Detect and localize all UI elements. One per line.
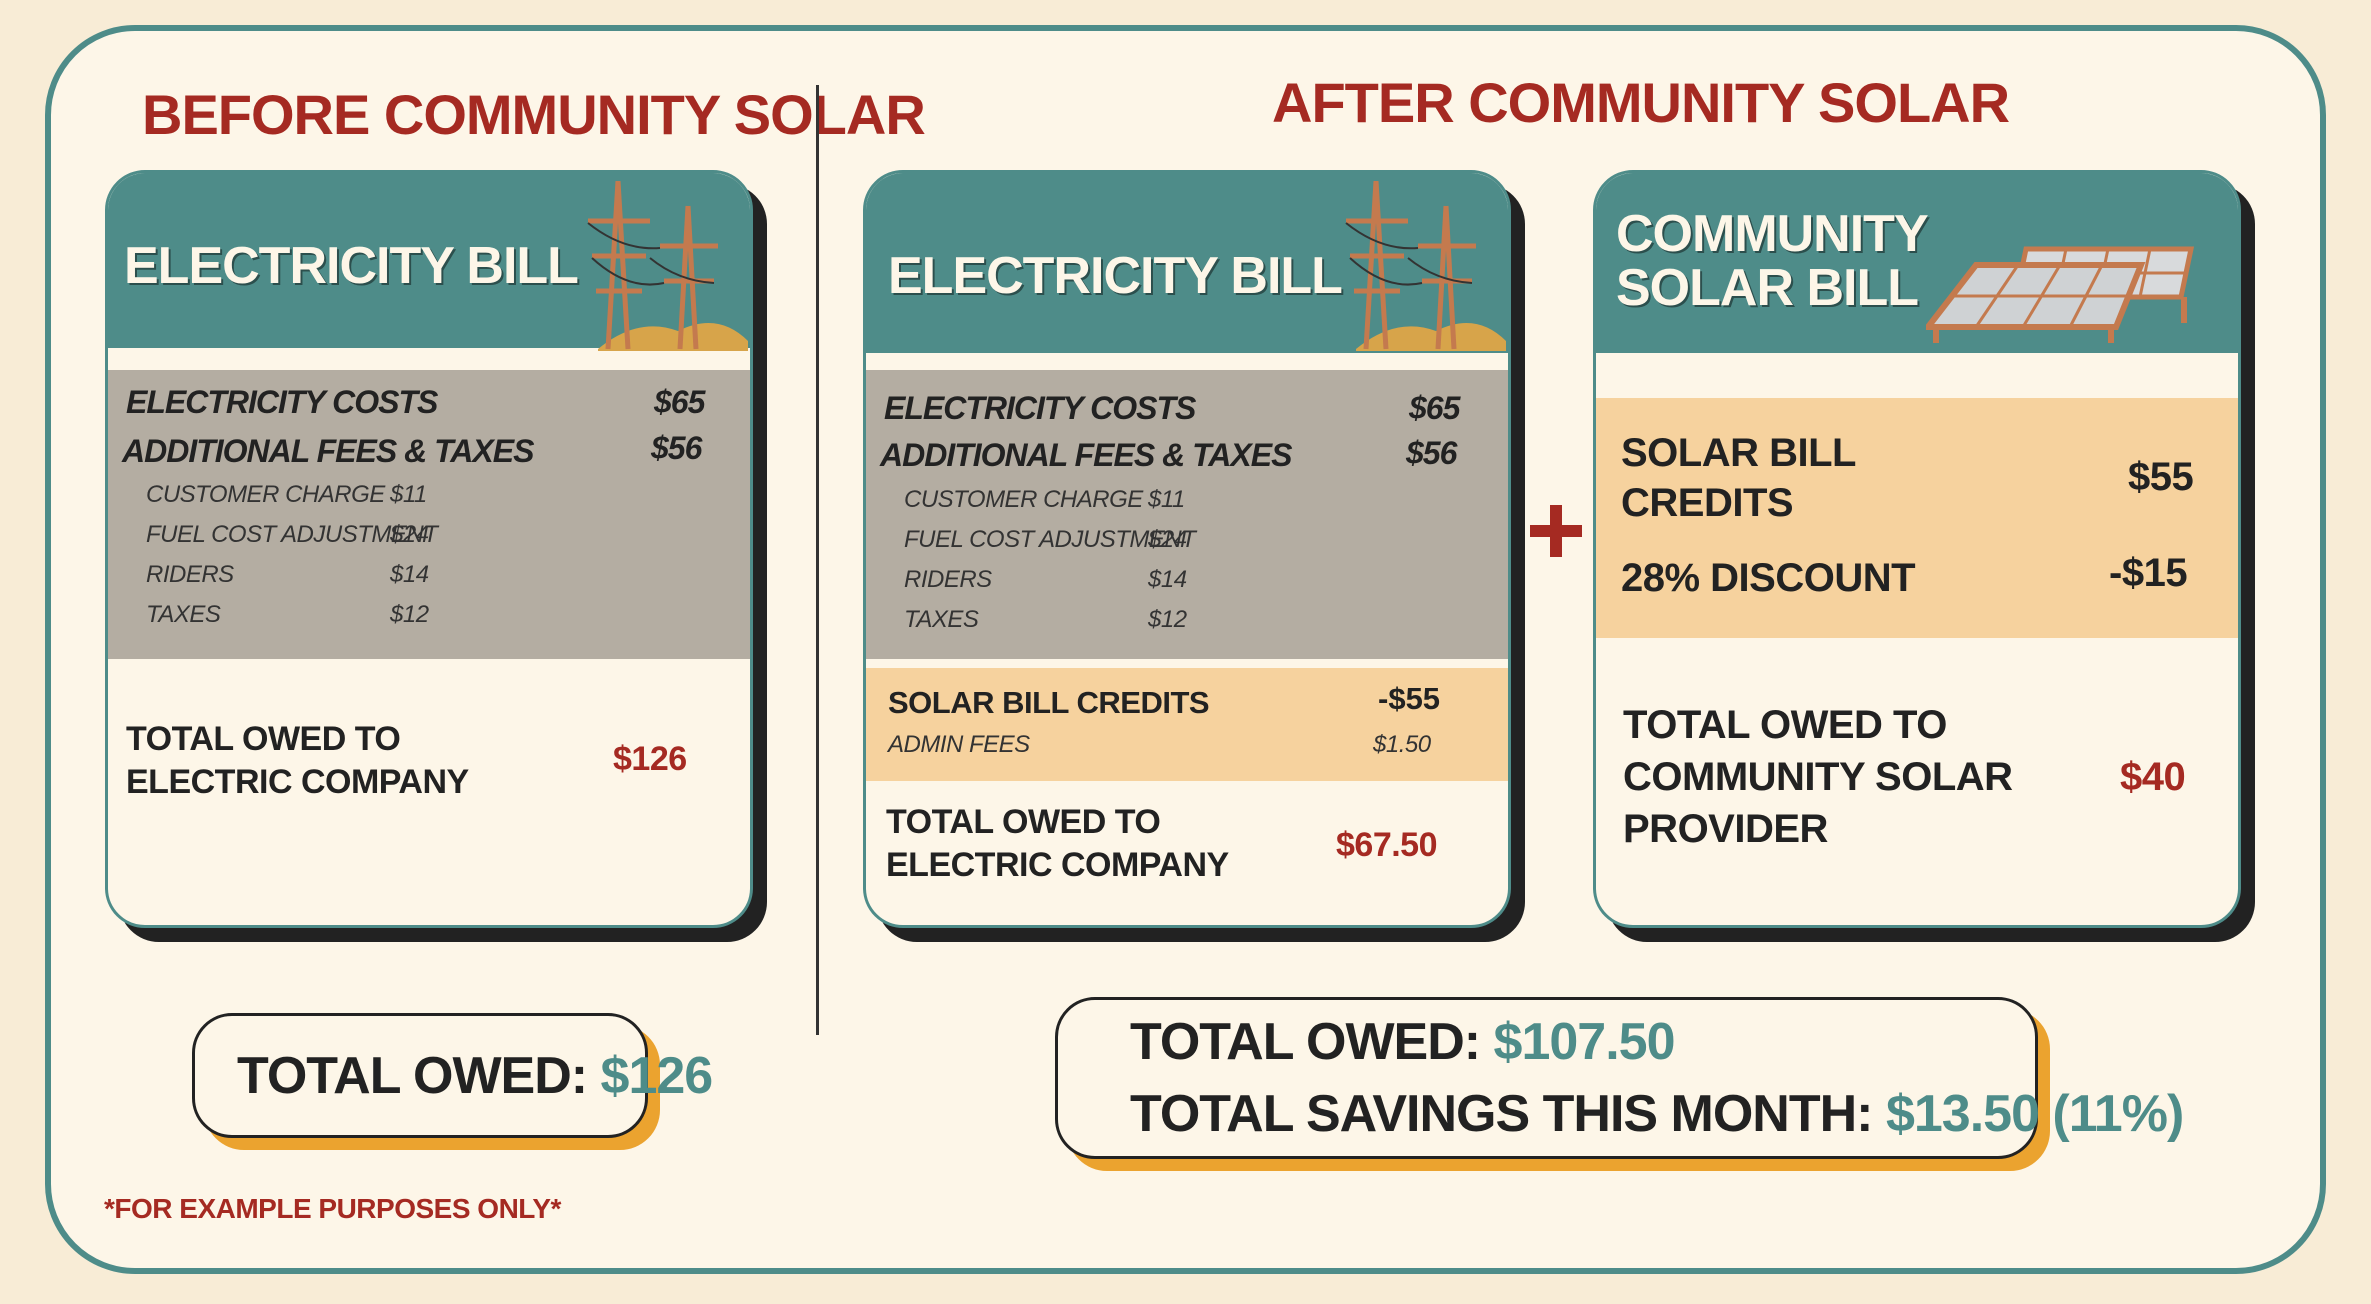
total-owed-label: COMMUNITY SOLAR <box>1623 755 2013 799</box>
solar-credits-label: CREDITS <box>1621 481 1794 525</box>
fees-value: $56 <box>1406 435 1457 471</box>
solar-credit-band <box>866 668 1508 781</box>
card-title: ELECTRICITY BILL <box>124 237 579 295</box>
total-owed-label: TOTAL OWED TO <box>126 720 401 758</box>
total-owed-label: TOTAL OWED: <box>1130 1013 1481 1071</box>
sub-item-value: $11 <box>390 481 427 508</box>
power-tower-icon <box>587 181 748 351</box>
card-header <box>866 173 1508 353</box>
solar-bill-card: COMMUNITY SOLAR BILL SOLAR BILL CREDITS … <box>1593 170 2241 928</box>
card-header <box>108 173 750 348</box>
solar-panel-icon <box>1926 246 2195 343</box>
bill-before-card: ELECTRICITY BILL ELECTRICITY COSTS $65 A… <box>105 170 753 928</box>
electricity-costs-value: $65 <box>654 384 705 420</box>
total-savings-label: TOTAL SAVINGS THIS MONTH: <box>1130 1085 1873 1143</box>
card-title: COMMUNITY <box>1616 205 1929 263</box>
disclaimer: *FOR EXAMPLE PURPOSES ONLY* <box>104 1193 561 1224</box>
sub-item-label: RIDERS <box>146 561 234 588</box>
sub-item-label: FUEL COST ADJUSTMENT <box>904 526 1196 553</box>
total-after-pill: TOTAL OWED: $107.50 TOTAL SAVINGS THIS M… <box>1055 997 2184 1159</box>
sub-item-label: RIDERS <box>904 566 992 593</box>
sub-item-value: $14 <box>390 561 429 588</box>
solar-credits-label: SOLAR BILL <box>1621 431 1856 475</box>
before-heading: BEFORE COMMUNITY SOLAR <box>142 83 926 146</box>
total-owed-label: PROVIDER <box>1623 807 1828 851</box>
charges-band <box>108 370 750 659</box>
sub-item-value: $11 <box>1148 486 1185 513</box>
total-owed-value: $107.50 <box>1493 1013 1676 1071</box>
solar-charges-band <box>1596 398 2238 638</box>
electricity-costs-label: ELECTRICITY COSTS <box>126 384 438 420</box>
card-title: ELECTRICITY BILL <box>888 247 1343 305</box>
discount-value: -$15 <box>2109 551 2188 595</box>
total-before-pill: TOTAL OWED: $126 <box>192 1013 713 1138</box>
total-owed-value: $126 <box>600 1047 714 1105</box>
card-title: SOLAR BILL <box>1616 259 1919 317</box>
total-owed-summary: TOTAL OWED: $126 <box>237 1046 714 1106</box>
sub-item-value: $12 <box>390 601 429 628</box>
sub-item-label: CUSTOMER CHARGE <box>904 486 1143 513</box>
total-owed-summary: TOTAL OWED: $107.50 <box>1130 1012 1676 1072</box>
admin-fees-label: ADMIN FEES <box>888 731 1030 758</box>
total-owed-label: TOTAL OWED TO <box>1623 703 1947 747</box>
total-savings-summary: TOTAL SAVINGS THIS MONTH: $13.50 (11%) <box>1130 1084 2184 1144</box>
power-tower-icon <box>1345 181 1506 351</box>
electricity-costs-label: ELECTRICITY COSTS <box>884 390 1196 426</box>
bill-after-card: ELECTRICITY BILL ELECTRICITY COSTS $65 A… <box>863 170 1511 928</box>
total-owed-label: ELECTRIC COMPANY <box>126 763 469 801</box>
sub-item-label: TAXES <box>904 606 979 633</box>
total-owed-label: TOTAL OWED TO <box>886 803 1161 841</box>
section-divider <box>816 85 819 1035</box>
fees-value: $56 <box>651 430 702 466</box>
solar-credits-value: -$55 <box>1378 681 1441 716</box>
charges-band <box>866 370 1508 659</box>
sub-item-label: CUSTOMER CHARGE <box>146 481 385 508</box>
total-owed-value: $67.50 <box>1336 826 1438 864</box>
solar-credits-value: $55 <box>2128 455 2194 499</box>
total-owed-value: $40 <box>2120 755 2186 799</box>
total-owed-label: TOTAL OWED: <box>237 1047 588 1105</box>
sub-item-value: $24 <box>1148 526 1187 553</box>
fees-label: ADDITIONAL FEES & TAXES <box>122 433 534 469</box>
solar-credits-label: SOLAR BILL CREDITS <box>888 685 1210 720</box>
sub-item-value: $14 <box>1148 566 1187 593</box>
total-owed-label: ELECTRIC COMPANY <box>886 846 1229 884</box>
admin-fees-value: $1.50 <box>1373 731 1431 758</box>
discount-label: 28% DISCOUNT <box>1621 556 1916 600</box>
sub-item-label: FUEL COST ADJUSTMENT <box>146 521 438 548</box>
after-heading: AFTER COMMUNITY SOLAR <box>1272 71 2010 134</box>
sub-item-value: $12 <box>1148 606 1187 633</box>
plus-icon <box>1530 505 1582 557</box>
fees-label: ADDITIONAL FEES & TAXES <box>880 437 1292 473</box>
sub-item-value: $24 <box>390 521 429 548</box>
total-savings-value: $13.50 (11%) <box>1885 1085 2184 1143</box>
sub-item-label: TAXES <box>146 601 221 628</box>
total-owed-value: $126 <box>613 740 687 778</box>
electricity-costs-value: $65 <box>1409 390 1460 426</box>
